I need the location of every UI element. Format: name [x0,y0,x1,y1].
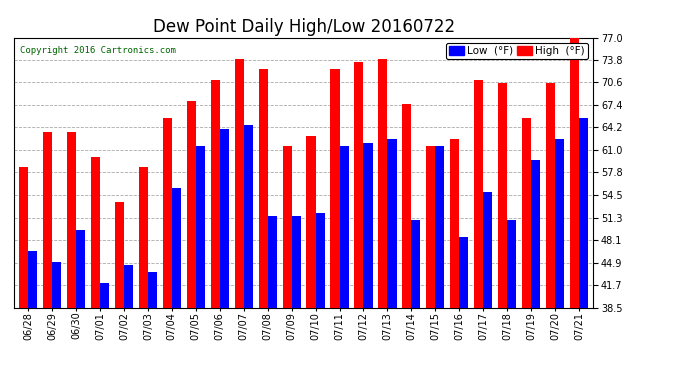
Bar [579,118,588,308]
Bar [244,125,253,308]
Bar [531,160,540,308]
Bar [163,118,172,308]
Legend: Low  (°F), High  (°F): Low (°F), High (°F) [446,43,588,59]
Bar [498,83,507,308]
Bar [426,146,435,308]
Bar [474,80,483,308]
Bar [522,118,531,308]
Bar [339,146,348,308]
Text: Copyright 2016 Cartronics.com: Copyright 2016 Cartronics.com [19,46,175,55]
Bar [124,266,133,308]
Bar [67,132,76,308]
Bar [483,192,493,308]
Bar [292,216,301,308]
Bar [235,58,244,308]
Bar [378,58,387,308]
Bar [91,157,100,308]
Bar [546,83,555,308]
Bar [306,136,315,308]
Bar [387,139,397,308]
Bar [555,139,564,308]
Bar [259,69,268,308]
Bar [148,272,157,308]
Bar [460,237,469,308]
Bar [220,129,229,308]
Bar [570,38,579,308]
Bar [43,132,52,308]
Bar [402,104,411,308]
Bar [435,146,444,308]
Bar [52,262,61,308]
Bar [411,220,420,308]
Title: Dew Point Daily High/Low 20160722: Dew Point Daily High/Low 20160722 [152,18,455,36]
Bar [172,188,181,308]
Bar [210,80,220,308]
Bar [364,143,373,308]
Bar [507,220,516,308]
Bar [76,230,85,308]
Bar [282,146,292,308]
Bar [268,216,277,308]
Bar [139,167,148,308]
Bar [196,146,205,308]
Bar [315,213,325,308]
Bar [100,283,109,308]
Bar [355,62,364,308]
Bar [19,167,28,308]
Bar [187,100,196,308]
Bar [331,69,339,308]
Bar [115,202,124,308]
Bar [450,139,460,308]
Bar [28,251,37,308]
